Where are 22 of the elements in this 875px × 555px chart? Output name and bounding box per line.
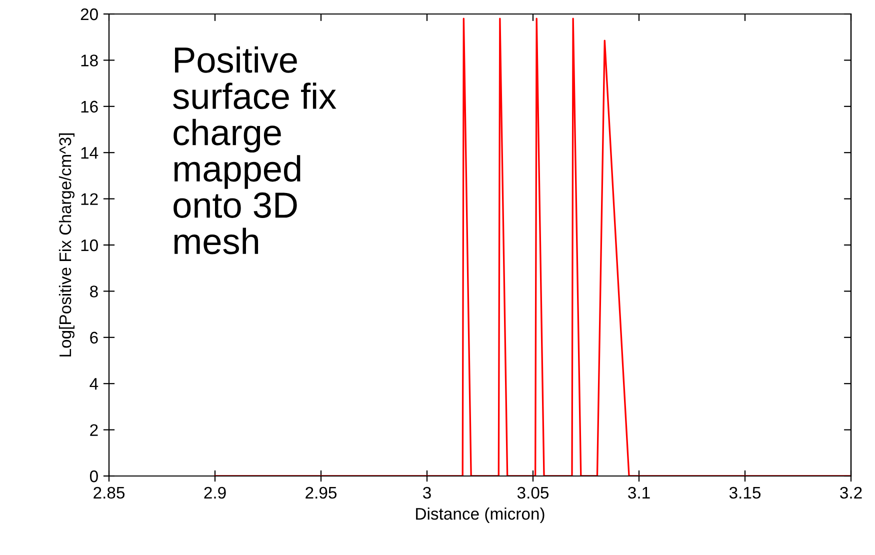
annotation: Positive surface fix charge mapped onto 3D mesh <box>173 46 336 254</box>
x-tick-label: 3 <box>423 486 431 499</box>
y-tick-label: 16 <box>81 100 98 113</box>
y-tick-label: 10 <box>81 239 98 252</box>
x-tick-label: 3.05 <box>517 486 549 499</box>
y-tick-label: 2 <box>90 424 98 436</box>
y-tick-label: 6 <box>90 332 98 344</box>
x-tick-label: 3.1 <box>628 486 650 499</box>
y-tick-label: 4 <box>90 378 98 390</box>
y-tick-label: 8 <box>90 286 98 298</box>
x-tick-label: 2.95 <box>306 486 337 499</box>
y-tick-label: 20 <box>80 8 98 20</box>
y-tick-label: 14 <box>81 147 98 159</box>
x-tick-label: 2.9 <box>204 486 226 499</box>
y-axis-title: Log[Positive Fix Charge/cm^3] <box>58 133 74 356</box>
y-tick-label: 0 <box>90 470 98 482</box>
x-tick-label: 2.85 <box>94 486 125 499</box>
x-tick-label: 3.2 <box>840 486 862 499</box>
y-tick-label: 12 <box>81 193 98 205</box>
y-tick-label: 18 <box>81 54 98 66</box>
x-tick-label: 3.15 <box>729 486 761 499</box>
x-axis-title: Distance (micron) <box>416 508 544 524</box>
